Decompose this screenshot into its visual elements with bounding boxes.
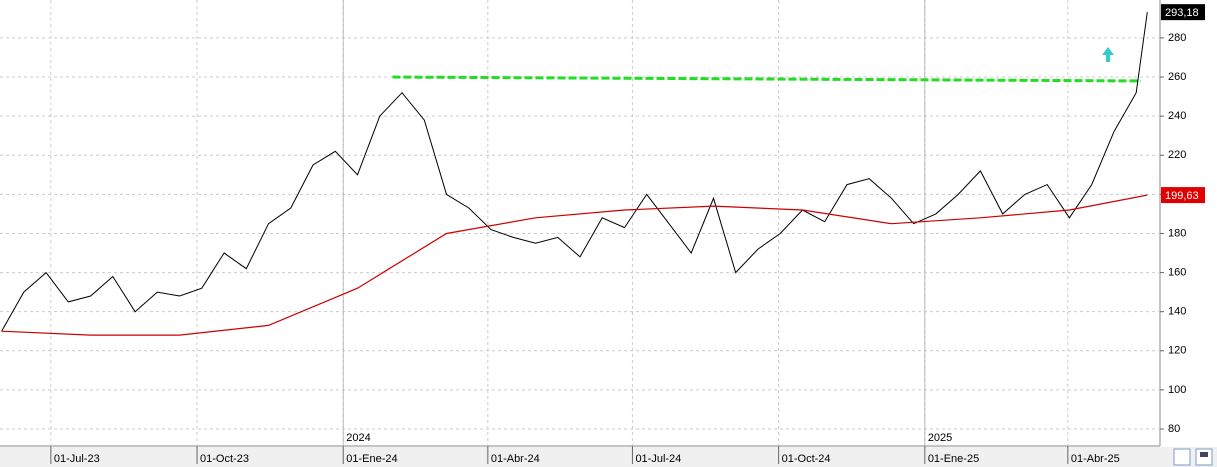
- y-tick-label: 220: [1168, 149, 1186, 161]
- y-tick-label: 100: [1168, 384, 1186, 396]
- price-tag: [1161, 187, 1205, 204]
- x-axis-band: [0, 447, 1217, 467]
- y-tick-label: 280: [1168, 32, 1186, 44]
- resistance-line: [392, 75, 1141, 83]
- y-tick-label: 120: [1168, 345, 1186, 357]
- x-tick-label: 01-Ene-25: [928, 453, 979, 465]
- x-tick-label: 01-Oct-23: [200, 453, 249, 465]
- year-label: 2024: [346, 432, 370, 444]
- price-tag: [1161, 4, 1205, 21]
- y-tick-label: 180: [1168, 227, 1186, 239]
- price-tag-label: 293,18: [1165, 7, 1199, 19]
- x-tick-label: 01-Oct-24: [782, 453, 831, 465]
- series-line: [1, 194, 1148, 336]
- y-tick-label: 140: [1168, 306, 1186, 318]
- series-line: [1, 12, 1148, 332]
- x-tick-label: 01-Jul-23: [54, 453, 100, 465]
- y-tick-label: 80: [1168, 423, 1180, 435]
- x-tick-label: 01-Abr-25: [1071, 453, 1120, 465]
- y-tick-label: 260: [1168, 71, 1186, 83]
- y-tick-label: 160: [1168, 266, 1186, 278]
- x-tick-label: 01-Ene-24: [346, 453, 397, 465]
- y-tick-label: 240: [1168, 110, 1186, 122]
- x-tick-label: 01-Jul-24: [635, 453, 681, 465]
- up-arrow: [1102, 47, 1114, 62]
- save-icon: [1200, 452, 1208, 457]
- zoom-button[interactable]: [1173, 448, 1191, 466]
- year-label: 2025: [928, 432, 952, 444]
- price-tag-label: 199,63: [1165, 190, 1199, 202]
- x-tick-label: 01-Abr-24: [491, 453, 540, 465]
